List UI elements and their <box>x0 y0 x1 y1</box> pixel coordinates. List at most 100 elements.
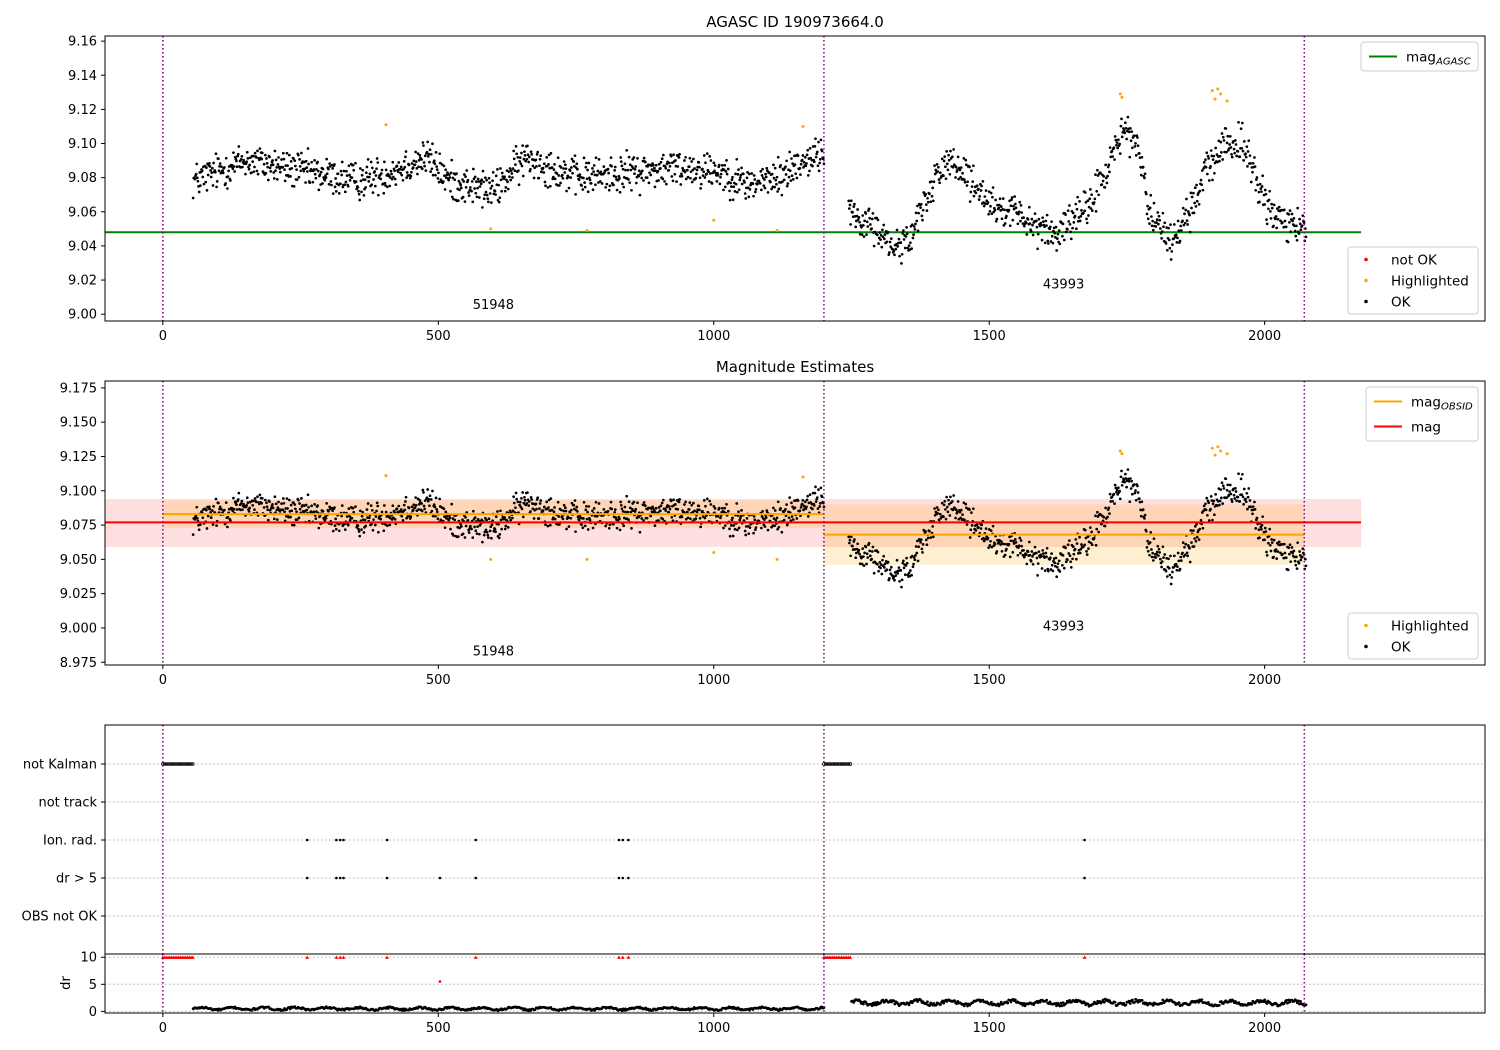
ok-point <box>1002 224 1006 227</box>
ok-point <box>703 516 707 520</box>
ok-point <box>1226 134 1230 138</box>
ok-point <box>1067 220 1071 223</box>
ok-point <box>686 510 689 514</box>
ok-point <box>814 500 818 503</box>
ok-point <box>1055 249 1059 252</box>
ok-point <box>283 179 287 183</box>
ok-point <box>482 180 485 184</box>
ok-point <box>735 502 739 505</box>
ok-point <box>980 184 983 188</box>
ok-point <box>1019 219 1022 223</box>
ok-point <box>858 552 861 556</box>
ok-point <box>409 515 413 519</box>
ok-point <box>963 180 967 184</box>
ok-point <box>796 499 800 502</box>
ok-point <box>1113 483 1117 487</box>
ok-point <box>530 498 534 501</box>
ok-point <box>1290 212 1294 216</box>
ok-point <box>670 175 674 178</box>
ok-point <box>208 507 212 511</box>
ok-point <box>569 176 573 179</box>
ok-point <box>1259 187 1263 191</box>
ok-point <box>336 172 340 176</box>
dr-point <box>989 1000 993 1004</box>
ok-point <box>1083 191 1087 194</box>
ok-point <box>334 517 338 521</box>
ok-point <box>693 167 696 170</box>
ok-point <box>1304 564 1308 568</box>
ok-point <box>510 172 514 175</box>
obsid-label: 51948 <box>473 298 514 313</box>
ok-point <box>594 183 597 187</box>
ok-point <box>490 201 493 204</box>
ok-point <box>1125 137 1128 141</box>
ok-point <box>761 167 764 171</box>
ok-point <box>795 517 799 520</box>
ok-point <box>1144 529 1148 533</box>
ok-point <box>857 216 861 219</box>
ok-point <box>1097 530 1100 534</box>
ok-point <box>728 527 731 531</box>
ok-point <box>445 173 449 177</box>
ok-point <box>432 503 436 506</box>
ok-point <box>441 180 445 183</box>
ok-point <box>265 505 269 509</box>
ok-point <box>777 525 781 529</box>
ok-point <box>478 196 481 199</box>
ok-point <box>785 184 789 188</box>
ok-point <box>365 165 369 169</box>
ok-point <box>232 151 235 155</box>
ok-point <box>699 182 703 186</box>
ok-point <box>424 169 428 172</box>
ok-point <box>1172 565 1176 569</box>
ok-point <box>537 176 541 180</box>
ok-point <box>951 500 954 503</box>
ok-point <box>308 181 312 185</box>
ok-point <box>815 496 819 499</box>
ok-point <box>1218 499 1222 503</box>
ok-point <box>318 173 322 176</box>
ok-point <box>1184 542 1188 546</box>
ok-point <box>763 518 766 522</box>
ok-point <box>1274 217 1277 221</box>
ok-point <box>1276 217 1280 221</box>
ok-point <box>1114 138 1118 142</box>
dr-point <box>873 1001 877 1005</box>
ok-point <box>1034 219 1038 223</box>
highlighted-point <box>1216 87 1220 91</box>
ok-point <box>433 162 437 166</box>
ok-point <box>709 503 713 506</box>
ok-point <box>263 498 267 502</box>
ok-point <box>404 155 407 159</box>
ok-point <box>733 190 737 193</box>
ok-point <box>737 188 741 192</box>
ok-point <box>1084 536 1088 540</box>
ok-point <box>854 556 858 560</box>
panel-magnitude-estimates: Magnitude Estimates 0 500 1000 1500 20008.97… <box>60 358 1486 688</box>
ok-point <box>710 182 714 185</box>
ok-point <box>895 228 899 232</box>
ok-point <box>1185 551 1189 555</box>
ok-point <box>438 152 442 156</box>
ok-point <box>1245 145 1249 149</box>
ok-point <box>626 168 630 172</box>
ok-point <box>350 176 354 180</box>
ok-point <box>464 524 468 528</box>
ok-point <box>248 163 252 167</box>
ok-point <box>926 196 929 200</box>
dr-point <box>1009 1000 1013 1004</box>
ok-point <box>443 515 446 518</box>
ok-point <box>273 495 277 499</box>
ok-point <box>383 181 387 185</box>
ok-point <box>557 174 561 177</box>
ok-point <box>988 210 992 213</box>
ok-point <box>526 144 529 148</box>
ok-point <box>364 524 368 528</box>
ok-point <box>582 156 586 160</box>
ok-point <box>910 554 914 558</box>
ok-point <box>275 166 279 169</box>
ok-point <box>818 505 822 508</box>
dr-point <box>928 1004 931 1007</box>
ok-point <box>268 500 271 503</box>
ok-point <box>565 189 568 193</box>
